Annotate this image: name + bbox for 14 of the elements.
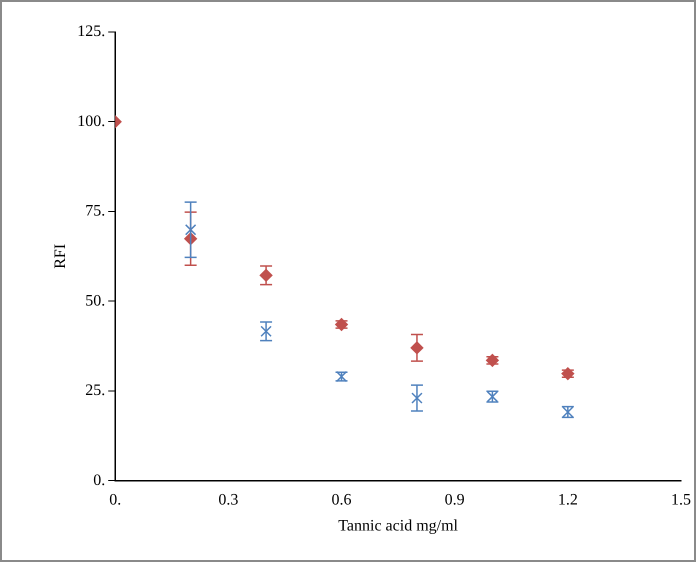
x-tick-label: 1.2 — [558, 491, 578, 508]
x-tick-label: 0.6 — [332, 491, 352, 508]
y-tick-label: 25. — [85, 382, 106, 400]
x-tick-label: 1.5 — [671, 491, 691, 508]
x-tick-label: 0. — [109, 491, 122, 508]
x-tick-label: 0.9 — [444, 491, 465, 508]
y-tick-label: 75. — [85, 202, 106, 220]
y-tick-label: 0. — [93, 472, 106, 489]
y-tick-label: 50. — [85, 292, 106, 310]
x-tick-label: 0.3 — [218, 491, 238, 508]
x-axis-title: Tannic acid mg/ml — [338, 518, 459, 535]
y-tick-label: 100. — [77, 112, 106, 130]
y-axis-title: RFI — [52, 244, 69, 269]
y-tick-label: 125. — [77, 23, 106, 40]
